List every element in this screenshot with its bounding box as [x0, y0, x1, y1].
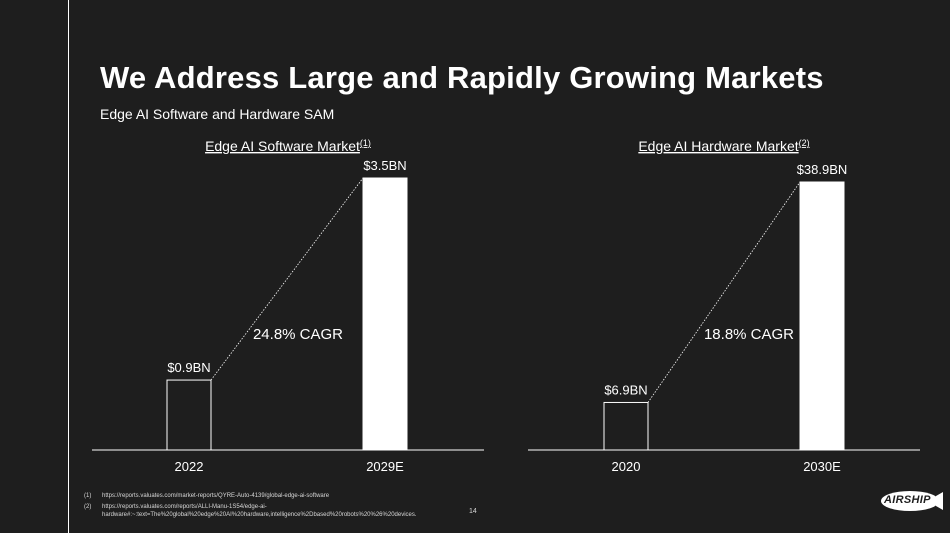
chart-2-growth-connector: [647, 181, 801, 403]
footnote-1: (1) https://reports.valuates.com/market-r…: [84, 493, 329, 501]
chart-2-value-label-2030E: $38.9BN: [797, 162, 848, 177]
chart-1-bar-2029E: [362, 177, 408, 451]
chart-1-growth-connector: [210, 177, 364, 381]
airship-logo-icon: [881, 491, 943, 511]
footnote-1-number: (1): [84, 493, 92, 499]
chart-1-value-label-2022: $0.9BN: [167, 360, 210, 375]
chart-2-category-label-2030E: 2030E: [803, 459, 841, 474]
chart-2-cagr-label: 18.8% CAGR: [704, 326, 794, 343]
chart-1-bar-2022: [166, 379, 212, 451]
slide-title: We Address Large and Rapidly Growing Mar…: [100, 60, 824, 95]
chart-2-title: Edge AI Hardware Market(2): [638, 138, 809, 154]
footnote-2-number: (2): [84, 504, 92, 510]
chart-2-bar-2030E: [799, 181, 845, 451]
left-vertical-rule: [68, 0, 69, 533]
chart-1-title: Edge AI Software Market(1): [205, 138, 371, 154]
footnote-2-text-line1: https://reports.valuates.com/reports/ALL…: [102, 504, 267, 510]
chart-1-cagr-label: 24.8% CAGR: [253, 326, 343, 343]
chart-1-value-label-2029E: $3.5BN: [363, 158, 406, 173]
chart-1-category-label-2022: 2022: [175, 459, 204, 474]
chart-1-category-label-2029E: 2029E: [366, 459, 404, 474]
page-number: 14: [469, 508, 477, 515]
chart-2-category-label-2020: 2020: [612, 459, 641, 474]
footnote-2: (2) https://reports.valuates.com/reports/…: [84, 504, 417, 519]
footnote-2-text-line2: hardware#:~:text=The%20global%20edge%20A…: [102, 511, 417, 518]
chart-2-bar-2020: [603, 401, 649, 451]
slide-subtitle: Edge AI Software and Hardware SAM: [100, 106, 335, 122]
logo-text: AIRSHIP: [884, 494, 931, 506]
footnote-1-text: https://reports.valuates.com/market-repo…: [102, 493, 330, 499]
chart-2-value-label-2020: $6.9BN: [604, 382, 647, 397]
